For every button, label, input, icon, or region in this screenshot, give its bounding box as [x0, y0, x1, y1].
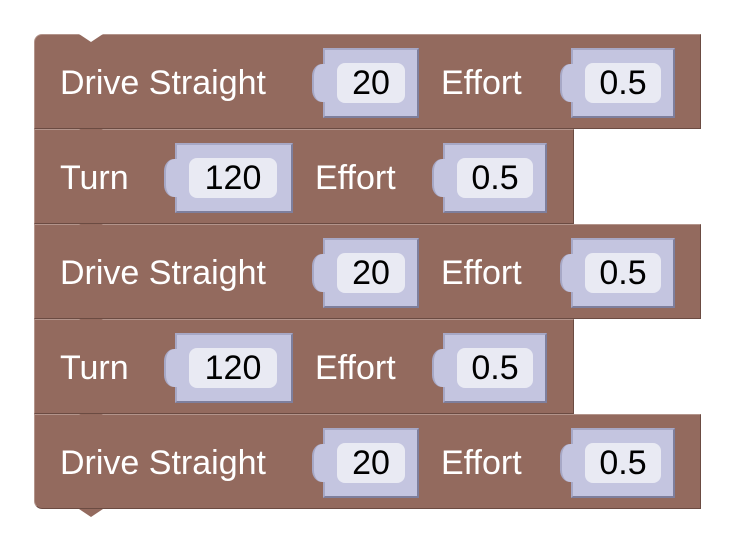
socket-tab [312, 444, 325, 482]
effort-input[interactable]: 0.5 [585, 63, 661, 103]
angle-socket: 120 [164, 143, 293, 213]
block-label: Turn [60, 159, 129, 197]
distance-input[interactable]: 20 [337, 253, 405, 293]
effort-socket: 0.5 [560, 238, 675, 308]
block-stack: Drive Straight 20 Effort 0.5 Turn 120 Ef… [34, 34, 701, 517]
block-label: Drive Straight [60, 444, 266, 482]
block-label: Drive Straight [60, 254, 266, 292]
block-notch [79, 129, 103, 137]
effort-label: Effort [315, 349, 396, 387]
effort-input[interactable]: 0.5 [585, 253, 661, 293]
effort-label: Effort [441, 64, 522, 102]
effort-input[interactable]: 0.5 [585, 443, 661, 483]
socket-tab [560, 254, 573, 292]
effort-input[interactable]: 0.5 [457, 158, 533, 198]
socket-tab [164, 349, 177, 387]
effort-socket: 0.5 [560, 48, 675, 118]
effort-socket: 0.5 [432, 143, 547, 213]
angle-socket: 120 [164, 333, 293, 403]
drive-straight-block[interactable]: Drive Straight 20 Effort 0.5 [34, 224, 701, 327]
turn-block[interactable]: Turn 120 Effort 0.5 [34, 319, 574, 422]
block-label: Turn [60, 349, 129, 387]
block-notch [79, 319, 103, 327]
socket-tab [560, 64, 573, 102]
block-notch [79, 34, 103, 42]
socket-tab [432, 349, 445, 387]
drive-straight-block[interactable]: Drive Straight 20 Effort 0.5 [34, 414, 701, 517]
socket-tab [432, 159, 445, 197]
effort-label: Effort [441, 254, 522, 292]
distance-input[interactable]: 20 [337, 443, 405, 483]
distance-socket: 20 [312, 48, 419, 118]
angle-input[interactable]: 120 [189, 158, 277, 198]
angle-input[interactable]: 120 [189, 348, 277, 388]
socket-tab [560, 444, 573, 482]
effort-input[interactable]: 0.5 [457, 348, 533, 388]
effort-socket: 0.5 [560, 428, 675, 498]
effort-socket: 0.5 [432, 333, 547, 403]
turn-block[interactable]: Turn 120 Effort 0.5 [34, 129, 574, 232]
distance-socket: 20 [312, 428, 419, 498]
distance-input[interactable]: 20 [337, 63, 405, 103]
socket-tab [312, 64, 325, 102]
block-notch [79, 414, 103, 422]
effort-label: Effort [441, 444, 522, 482]
block-notch [79, 224, 103, 232]
drive-straight-block[interactable]: Drive Straight 20 Effort 0.5 [34, 34, 701, 137]
socket-tab [164, 159, 177, 197]
socket-tab [312, 254, 325, 292]
block-label: Drive Straight [60, 64, 266, 102]
block-notch [79, 509, 103, 517]
distance-socket: 20 [312, 238, 419, 308]
effort-label: Effort [315, 159, 396, 197]
